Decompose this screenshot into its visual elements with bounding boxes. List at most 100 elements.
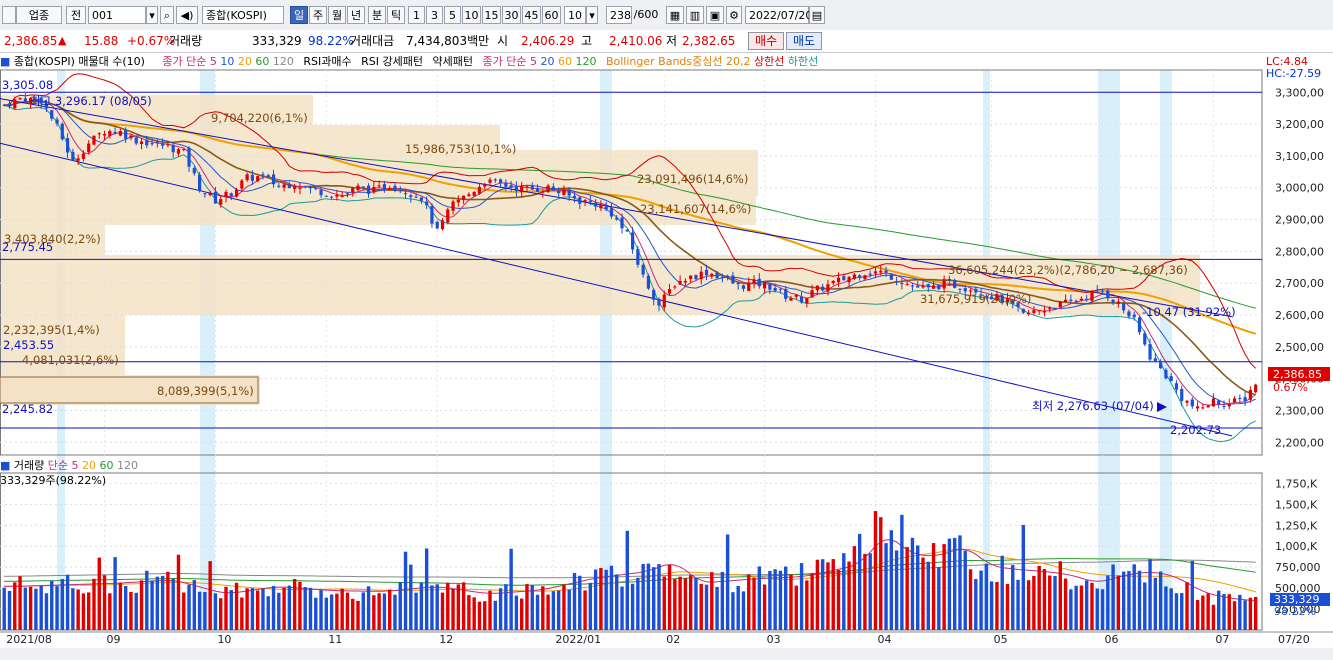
volume-bar — [134, 592, 138, 630]
candle-body — [345, 193, 350, 195]
candle-body — [124, 129, 128, 139]
volume-profile-label: 8,089,399(5,1%) — [157, 384, 254, 398]
legend-ma2-label[interactable]: 종가 단순 — [482, 55, 527, 68]
legend-rsi-strong[interactable]: RSI 강세패턴 — [361, 55, 423, 68]
gear-icon[interactable]: ⚙ — [726, 6, 742, 24]
candle-body — [953, 280, 957, 288]
volume-bar — [836, 570, 841, 630]
volume-profile-label: 31,675,919(20,0%) — [920, 292, 1031, 306]
volume-profile-label: 2,232,395(1,4%) — [3, 323, 100, 337]
volume-bar — [203, 591, 207, 630]
legend-ma-label[interactable]: 종가 단순 — [162, 55, 207, 68]
candle-body — [900, 283, 904, 285]
candle-body — [810, 290, 814, 298]
candle-body — [1243, 397, 1247, 401]
volume-bar — [409, 564, 413, 630]
interval-button[interactable]: 1 — [408, 6, 425, 24]
date-input[interactable]: 2022/07/20 — [745, 6, 812, 24]
volume-bar — [451, 589, 455, 630]
volume-bar — [446, 582, 450, 630]
volume-bar — [1248, 597, 1253, 630]
highlight-band — [983, 70, 990, 630]
candle-body — [271, 174, 276, 185]
candle-body — [958, 288, 962, 290]
candle-body — [1185, 400, 1189, 403]
period-month-button[interactable]: 월 — [328, 6, 346, 24]
period-week-button[interactable]: 주 — [309, 6, 327, 24]
candle-body — [562, 190, 566, 196]
volume-bar — [588, 582, 593, 630]
interval-button[interactable]: 10 — [462, 6, 481, 24]
volume-bar — [926, 561, 930, 630]
volume-bar — [456, 584, 461, 630]
prev-button[interactable]: 전 — [66, 6, 86, 24]
candle-body — [55, 119, 59, 124]
chevron-down-icon[interactable]: ▾ — [146, 6, 158, 24]
search-icon[interactable]: ⌕ — [160, 6, 174, 24]
volume-bar — [1106, 575, 1110, 630]
period-tick-button[interactable]: 틱 — [387, 6, 405, 24]
volume-bar — [155, 576, 160, 630]
chevron-down-icon[interactable]: ▾ — [586, 6, 598, 24]
volume-legend-title[interactable]: 거래량 — [13, 459, 45, 472]
sell-button[interactable]: 매도 — [786, 32, 822, 50]
interval-button[interactable]: 30 — [502, 6, 521, 24]
candle-body — [377, 185, 381, 187]
candle-body — [1011, 299, 1015, 304]
legend-rsi-weak[interactable]: 약세패턴 — [432, 55, 473, 68]
candle-body — [979, 294, 983, 296]
interval-button[interactable]: 3 — [426, 6, 443, 24]
x-tick-label: 04 — [877, 633, 891, 646]
period-year-button[interactable]: 년 — [347, 6, 365, 24]
legend-ma2-60: 60 — [557, 55, 572, 68]
volume-bar — [50, 580, 54, 630]
volume-bar — [852, 546, 857, 630]
code-input[interactable]: 001 — [88, 6, 146, 24]
x-tick-label: 05 — [994, 633, 1008, 646]
volume-bar — [171, 578, 175, 630]
candle-body — [34, 98, 38, 100]
volume-bar — [292, 578, 297, 630]
legend-rsi-overbought[interactable]: RSI과매수 — [303, 55, 352, 68]
period-day-button[interactable]: 일 — [290, 6, 308, 24]
volume-bar — [266, 596, 270, 630]
candle-body — [435, 221, 439, 229]
candle-body — [282, 184, 286, 188]
checkbox[interactable] — [2, 6, 16, 24]
volume-bar — [535, 594, 540, 630]
volume-bar — [1222, 594, 1226, 630]
interval-input[interactable]: 10 — [564, 6, 586, 24]
volume-bar — [1137, 570, 1142, 630]
legend-title[interactable]: 종합(KOSPI) 매물대 수(10) — [13, 55, 145, 68]
candle-body — [1190, 399, 1194, 407]
interval-button[interactable]: 15 — [482, 6, 501, 24]
volume-legend-ma-label[interactable]: 단순 — [47, 459, 69, 472]
buy-button[interactable]: 매수 — [748, 32, 784, 50]
price-panel-frame — [0, 69, 1263, 456]
volume-bar — [1127, 571, 1131, 630]
period-minute-button[interactable]: 분 — [368, 6, 386, 24]
chart-icon[interactable]: ▥ — [686, 6, 704, 24]
interval-button[interactable]: 45 — [522, 6, 541, 24]
volume-bar — [615, 574, 619, 630]
interval-button[interactable]: 5 — [444, 6, 461, 24]
calendar-icon[interactable]: ▤ — [809, 6, 825, 24]
candle-body — [741, 285, 746, 289]
change-pct: +0.67% — [127, 34, 176, 48]
interval-button[interactable]: 60 — [542, 6, 561, 24]
count-input[interactable]: 238 — [606, 6, 632, 24]
volume-bar — [1253, 596, 1258, 630]
volume-bar — [921, 557, 925, 630]
legend-bollinger[interactable]: Bollinger Bands중심선 20,2 — [605, 55, 751, 68]
volume-bar — [493, 600, 497, 630]
label-3305: 3,305.08 — [2, 78, 53, 92]
save-icon[interactable]: ▣ — [706, 6, 724, 24]
volume-legend-ma-20: 20 — [82, 459, 97, 472]
grid-icon[interactable]: ▦ — [666, 6, 684, 24]
candle-body — [192, 168, 196, 174]
candle-body — [1227, 404, 1231, 407]
label-2453: 2,453.55 — [3, 338, 54, 352]
speaker-icon[interactable]: ◀) — [176, 6, 198, 24]
market-select[interactable]: 업종 — [16, 6, 62, 24]
